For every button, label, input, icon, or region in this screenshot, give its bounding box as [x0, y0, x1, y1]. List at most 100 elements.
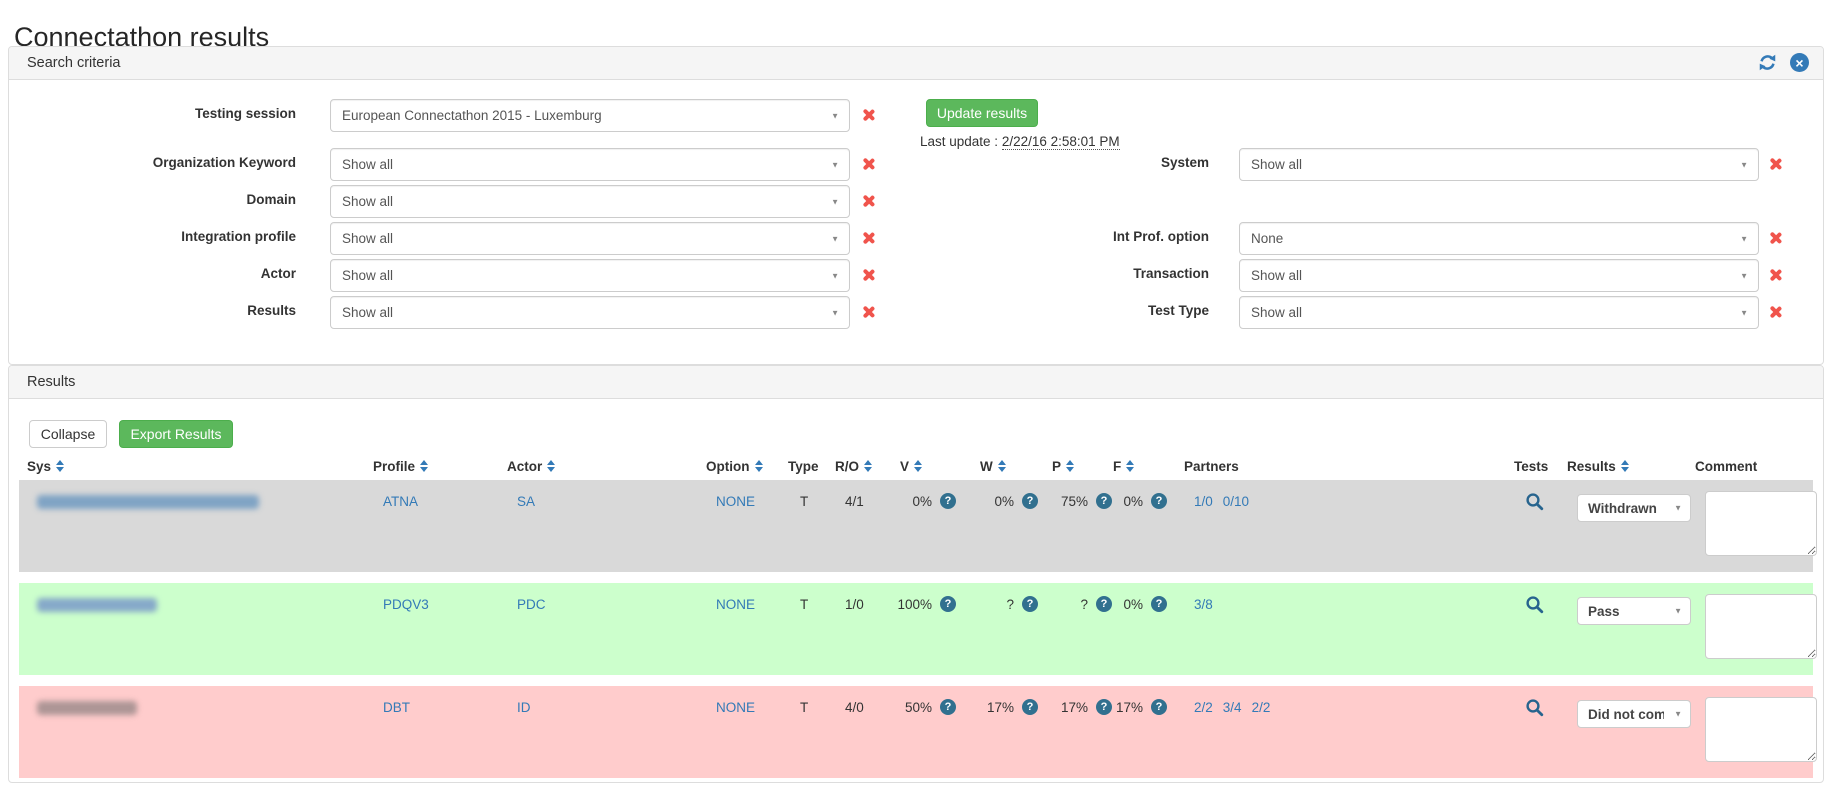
chevron-down-icon: ▼: [831, 197, 839, 206]
search-criteria-header: Search criteria ×: [9, 47, 1823, 80]
help-icon[interactable]: ?: [1022, 596, 1038, 612]
results-label: Results: [247, 303, 296, 318]
testing-session-select[interactable]: European Connectathon 2015 - Luxemburg ▼: [330, 99, 850, 132]
results-header: Results: [9, 366, 1823, 399]
domain-select[interactable]: Show all ▼: [330, 185, 850, 218]
sort-icon: [997, 460, 1006, 472]
help-icon[interactable]: ?: [1096, 493, 1112, 509]
help-icon[interactable]: ?: [1096, 596, 1112, 612]
clear-integration-profile-icon[interactable]: [860, 230, 876, 246]
result-select[interactable]: Withdrawn ▼: [1577, 494, 1691, 522]
sort-icon: [1126, 460, 1135, 472]
result-select[interactable]: Did not com ▼: [1577, 700, 1691, 728]
chevron-down-icon: ▼: [1674, 503, 1682, 513]
col-header-sys[interactable]: Sys: [27, 456, 65, 476]
profile-link[interactable]: PDQV3: [383, 597, 429, 612]
clear-organization-keyword-icon[interactable]: [860, 156, 876, 172]
option-link[interactable]: NONE: [716, 700, 756, 715]
system-link-redacted[interactable]: [37, 701, 137, 715]
clear-actor-icon[interactable]: [860, 267, 876, 283]
sort-icon: [864, 460, 873, 472]
col-header-v[interactable]: V: [900, 456, 923, 476]
help-icon[interactable]: ?: [1151, 596, 1167, 612]
partial-percent: ?: [1080, 597, 1088, 612]
close-panel-icon[interactable]: ×: [1790, 53, 1809, 72]
clear-int-prof-option-icon[interactable]: [1767, 230, 1783, 246]
last-update-text: Last update : 2/22/16 2:58:01 PM: [920, 134, 1120, 150]
failed-percent: 17%: [1115, 700, 1143, 715]
partner-link[interactable]: 3/8: [1194, 597, 1213, 612]
chevron-down-icon: ▼: [1674, 709, 1682, 719]
profile-link[interactable]: DBT: [383, 700, 410, 715]
col-header-results[interactable]: Results: [1567, 456, 1629, 476]
collapse-button[interactable]: Collapse: [29, 420, 107, 448]
results-panel: Results Collapse Export Results Sys Prof…: [8, 365, 1824, 783]
clear-results-icon[interactable]: [860, 304, 876, 320]
profile-link[interactable]: ATNA: [383, 494, 419, 509]
tests-search-icon[interactable]: [1525, 595, 1545, 618]
result-select[interactable]: Pass ▼: [1577, 597, 1691, 625]
partner-link[interactable]: 3/4: [1222, 700, 1242, 715]
clear-testing-session-icon[interactable]: [860, 107, 876, 123]
col-header-w[interactable]: W: [980, 456, 1006, 476]
system-link-redacted[interactable]: [37, 598, 157, 612]
ro-value: 4/0: [845, 700, 864, 715]
results-title: Results: [27, 374, 76, 390]
integration-profile-select[interactable]: Show all ▼: [330, 222, 850, 255]
col-header-ro[interactable]: R/O: [835, 456, 873, 476]
col-header-p[interactable]: P: [1052, 456, 1075, 476]
help-icon[interactable]: ?: [1022, 493, 1038, 509]
col-header-f[interactable]: F: [1113, 456, 1135, 476]
actor-link[interactable]: SA: [517, 494, 536, 509]
comment-textarea[interactable]: [1705, 491, 1817, 556]
test-type-select[interactable]: Show all ▼: [1239, 296, 1759, 329]
option-link[interactable]: NONE: [716, 597, 756, 612]
organization-keyword-select[interactable]: Show all ▼: [330, 148, 850, 181]
col-header-option[interactable]: Option: [706, 456, 763, 476]
type-value: T: [800, 494, 809, 509]
results-select[interactable]: Show all ▼: [330, 296, 850, 329]
help-icon[interactable]: ?: [1096, 699, 1112, 715]
option-link[interactable]: NONE: [716, 494, 756, 509]
partner-link[interactable]: 2/2: [1194, 700, 1213, 715]
help-icon[interactable]: ?: [1022, 699, 1038, 715]
update-results-button[interactable]: Update results: [926, 99, 1038, 127]
clear-test-type-icon[interactable]: [1767, 304, 1783, 320]
actor-link[interactable]: ID: [517, 700, 531, 715]
export-results-button[interactable]: Export Results: [119, 420, 233, 448]
partner-link[interactable]: 2/2: [1251, 700, 1271, 715]
sort-icon: [56, 460, 65, 472]
comment-textarea[interactable]: [1705, 697, 1817, 762]
actor-select[interactable]: Show all ▼: [330, 259, 850, 292]
partner-link[interactable]: 1/0: [1194, 494, 1213, 509]
integration-profile-label: Integration profile: [181, 229, 296, 244]
help-icon[interactable]: ?: [940, 493, 956, 509]
waiting-percent: 17%: [986, 700, 1014, 715]
tests-search-icon[interactable]: [1525, 492, 1545, 515]
help-icon[interactable]: ?: [940, 596, 956, 612]
col-header-actor[interactable]: Actor: [507, 456, 556, 476]
help-icon[interactable]: ?: [940, 699, 956, 715]
chevron-down-icon: ▼: [831, 111, 839, 120]
tests-search-icon[interactable]: [1525, 698, 1545, 721]
help-icon[interactable]: ?: [1151, 493, 1167, 509]
partners-links: 1/0 0/10: [1194, 494, 1249, 509]
comment-textarea[interactable]: [1705, 594, 1817, 659]
waiting-percent: ?: [1006, 597, 1014, 612]
clear-transaction-icon[interactable]: [1767, 267, 1783, 283]
search-criteria-title: Search criteria: [27, 55, 121, 71]
chevron-down-icon: ▼: [1740, 160, 1748, 169]
clear-system-icon[interactable]: [1767, 156, 1783, 172]
int-prof-option-select[interactable]: None ▼: [1239, 222, 1759, 255]
system-link-redacted[interactable]: [37, 495, 259, 509]
help-icon[interactable]: ?: [1151, 699, 1167, 715]
transaction-select[interactable]: Show all ▼: [1239, 259, 1759, 292]
actor-link[interactable]: PDC: [517, 597, 546, 612]
refresh-icon[interactable]: [1758, 53, 1777, 72]
col-header-partners: Partners: [1184, 458, 1239, 474]
clear-domain-icon[interactable]: [860, 193, 876, 209]
partner-link[interactable]: 0/10: [1222, 494, 1250, 509]
partners-links: 2/2 3/4 2/2: [1194, 700, 1270, 715]
col-header-profile[interactable]: Profile: [373, 456, 429, 476]
system-select[interactable]: Show all ▼: [1239, 148, 1759, 181]
